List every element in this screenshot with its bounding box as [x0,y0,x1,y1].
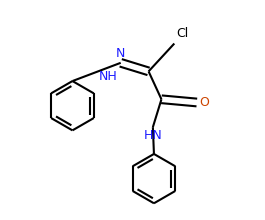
Text: NH: NH [99,70,117,83]
Text: HN: HN [143,129,162,142]
Text: N: N [116,47,125,60]
Text: Cl: Cl [176,27,189,40]
Text: O: O [199,95,209,108]
